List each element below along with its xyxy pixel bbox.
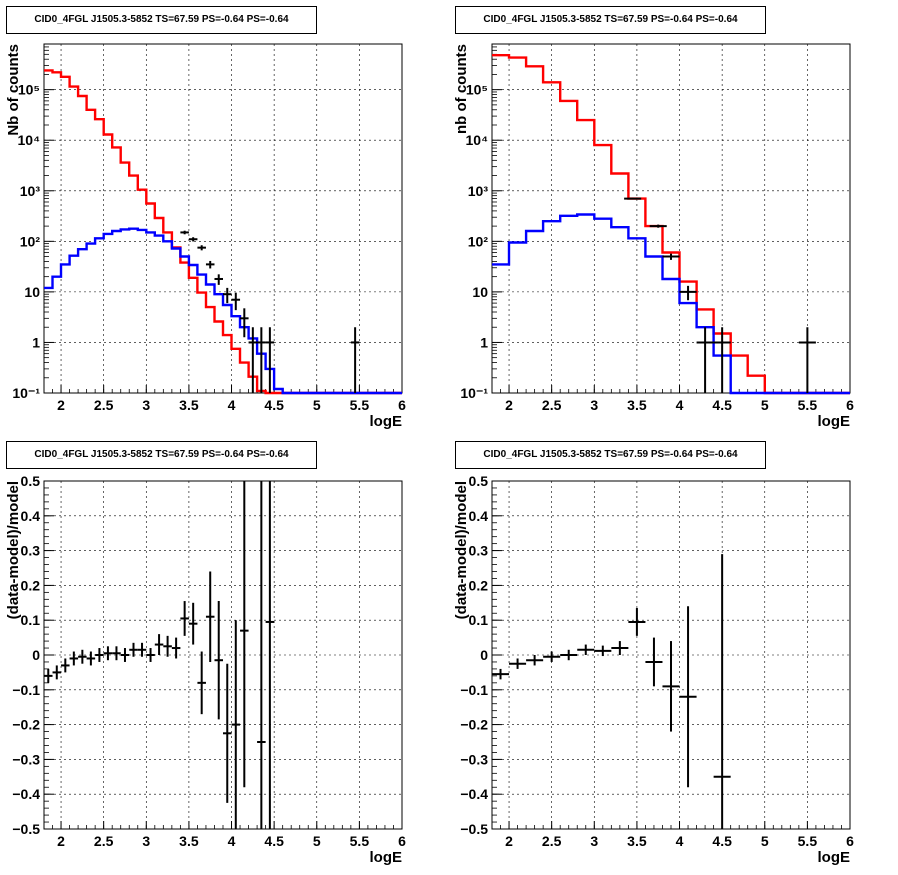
x-tick-label: 2 [505, 397, 513, 413]
x-axis-title: logE [818, 413, 851, 430]
y-tick-label: 10⁴ [18, 132, 41, 148]
x-axis-title: logE [370, 849, 403, 866]
plot-title-top-left: CID0_4FGL J1505.3-5852 TS=67.59 PS=-0.64… [6, 6, 317, 34]
x-tick-label: 2 [505, 833, 513, 849]
x-tick-label: 4 [676, 397, 684, 413]
x-tick-label: 4 [228, 397, 236, 413]
x-tick-label: 5 [761, 397, 769, 413]
y-tick-label: −0.3 [460, 751, 488, 767]
y-tick-label: 0 [480, 647, 488, 663]
x-tick-label: 2.5 [542, 833, 562, 849]
x-tick-label: 5.5 [798, 833, 818, 849]
y-tick-label: 0.4 [469, 508, 489, 524]
x-tick-label: 4.5 [712, 397, 732, 413]
x-tick-label: 5.5 [350, 397, 370, 413]
x-tick-label: 4.5 [712, 833, 732, 849]
y-tick-label: 10 [472, 284, 488, 300]
plot-title-bottom-right: CID0_4FGL J1505.3-5852 TS=67.59 PS=-0.64… [455, 441, 766, 469]
x-tick-label: 2 [57, 397, 65, 413]
y-axis-title: Nb of counts [5, 44, 22, 136]
histogram-source [492, 213, 850, 395]
x-tick-label: 2.5 [542, 397, 562, 413]
x-axis-title: logE [818, 849, 851, 866]
x-tick-label: 5 [761, 833, 769, 849]
y-tick-label: 0.2 [469, 577, 489, 593]
y-tick-label: 0.4 [21, 508, 41, 524]
plot-frame [491, 43, 851, 394]
y-tick-label: −0.1 [460, 682, 488, 698]
x-tick-label: 5.5 [350, 833, 370, 849]
x-tick-label: 2.5 [94, 397, 114, 413]
y-tick-label: 1 [480, 334, 488, 350]
y-axis-title: (data-model)/model [453, 481, 470, 619]
x-tick-label: 2 [57, 833, 65, 849]
x-tick-label: 2.5 [94, 833, 114, 849]
plot-pad-3: 2 2.5 3 3.5 4 4.5 5 5.5 6 −0.5 −0.4 −0.3 −0.2 −0.1 0 0.… [453, 473, 854, 866]
x-axis-title: logE [370, 413, 403, 430]
plot-pad-1: 2 2.5 3 3.5 4 4.5 5 5.5 6 10⁻¹ 1 10 10² 10³ 10⁴ 10⁵ logE… [453, 43, 854, 430]
x-tick-label: 3 [142, 833, 150, 849]
y-axis-title: (data-model)/model [5, 481, 22, 619]
y-tick-label: 10⁵ [466, 82, 488, 98]
y-tick-label: 10² [20, 233, 41, 249]
y-tick-label: 10 [24, 284, 40, 300]
x-tick-label: 3.5 [179, 833, 199, 849]
y-tick-label: −0.3 [12, 751, 40, 767]
y-tick-label: −0.4 [460, 786, 488, 802]
y-tick-label: 0.5 [21, 473, 41, 489]
x-tick-label: 3 [590, 397, 598, 413]
y-tick-label: 0.1 [469, 612, 489, 628]
plot-pad-2: 2 2.5 3 3.5 4 4.5 5 5.5 6 −0.5 −0.4 −0.3 −0.2 −0.1 0 0.… [5, 473, 406, 866]
x-tick-label: 4.5 [264, 833, 284, 849]
x-tick-label: 5.5 [798, 397, 818, 413]
x-tick-label: 5 [313, 397, 321, 413]
y-tick-label: −0.4 [12, 786, 40, 802]
y-tick-label: 10⁴ [466, 132, 489, 148]
y-tick-label: 0.1 [21, 612, 41, 628]
x-tick-label: 3 [142, 397, 150, 413]
y-tick-label: 10² [468, 233, 489, 249]
y-tick-label: 0.2 [21, 577, 41, 593]
y-tick-label: −0.2 [12, 717, 40, 733]
y-tick-label: 10³ [468, 183, 489, 199]
plot-title-top-right: CID0_4FGL J1505.3-5852 TS=67.59 PS=-0.64… [455, 6, 766, 34]
y-tick-label: 0 [32, 647, 40, 663]
histogram-source [44, 227, 402, 395]
x-tick-label: 3.5 [179, 397, 199, 413]
y-tick-label: 10⁻¹ [12, 385, 40, 401]
x-tick-label: 4 [228, 833, 236, 849]
y-tick-label: 0.3 [21, 543, 41, 559]
x-tick-label: 6 [398, 833, 406, 849]
y-tick-label: 0.5 [469, 473, 489, 489]
y-tick-label: −0.2 [460, 717, 488, 733]
x-tick-label: 3.5 [627, 833, 647, 849]
x-tick-label: 3.5 [627, 397, 647, 413]
x-tick-label: 5 [313, 833, 321, 849]
y-tick-label: 10⁻¹ [460, 385, 488, 401]
x-tick-label: 6 [846, 397, 854, 413]
x-tick-label: 4 [676, 833, 684, 849]
x-tick-label: 6 [398, 397, 406, 413]
y-tick-label: −0.5 [460, 821, 488, 837]
y-tick-label: −0.5 [12, 821, 40, 837]
y-tick-label: −0.1 [12, 682, 40, 698]
y-tick-label: 10³ [20, 183, 41, 199]
x-tick-label: 3 [590, 833, 598, 849]
plot-frame [43, 43, 403, 394]
y-axis-title: nb of counts [453, 44, 470, 134]
x-tick-label: 4.5 [264, 397, 284, 413]
y-tick-label: 10⁵ [18, 82, 40, 98]
x-tick-label: 6 [846, 833, 854, 849]
plot-title-bottom-left: CID0_4FGL J1505.3-5852 TS=67.59 PS=-0.64… [6, 441, 317, 469]
y-tick-label: 0.3 [469, 543, 489, 559]
y-tick-label: 1 [32, 334, 40, 350]
plot-pad-0: 2 2.5 3 3.5 4 4.5 5 5.5 6 10⁻¹ 1 10 10² 10³ 10⁴ 10⁵ logE… [5, 43, 406, 430]
